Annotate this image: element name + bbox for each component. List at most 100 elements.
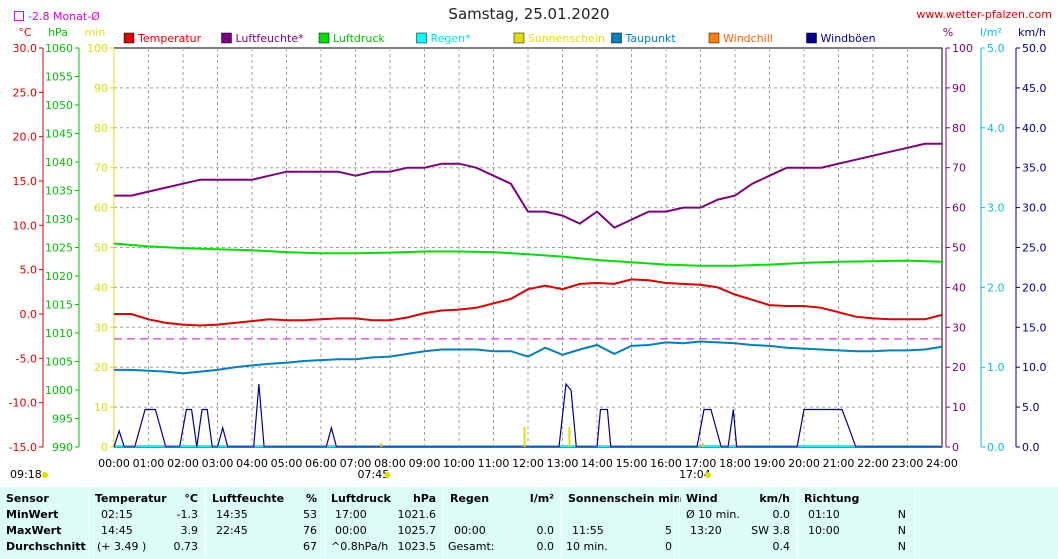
stats-dir-max-time: 10:00 (808, 524, 840, 537)
axis-unit-temp: °C (18, 26, 32, 39)
stats-unit-wind: km/h (759, 492, 790, 505)
legend-label: Windchill (723, 32, 773, 45)
stats-wind-min-value: 0.0 (772, 508, 791, 521)
x-tick-label: 14:00 (581, 457, 613, 470)
stats-hum-min-value: 53 (303, 508, 317, 521)
tick-label-min: 20 (94, 361, 108, 374)
stats-rain-total-value: 0.0 (536, 540, 555, 553)
stats-unit-pressure: hPa (412, 492, 436, 505)
x-tick-label: 01:00 (133, 457, 165, 470)
sun-icon (384, 472, 391, 478)
tick-label-temp: -5.0 (16, 352, 37, 365)
stats-minwert-label: MinWert (6, 508, 59, 521)
stats-press-trend: ^0.8hPa/h (331, 540, 389, 553)
tick-label-temp: 5.0 (20, 264, 38, 277)
tick-label-hpa: 1015 (45, 299, 73, 312)
tick-label-kmh: 0.0 (1022, 441, 1040, 454)
tick-label-kmh: 20.0 (1022, 281, 1047, 294)
stats-hum-max-value: 76 (303, 524, 317, 537)
stats-col-empty (915, 487, 1058, 559)
x-tick-label: 04:00 (236, 457, 268, 470)
x-tick-label: 07:00 (340, 457, 372, 470)
stats-col-sensor: Sensor MinWert MaxWert Durchschnitt (0, 487, 86, 559)
tick-label-temp: 0.0 (20, 308, 38, 321)
tick-label-min: 40 (94, 281, 108, 294)
tick-label-pct: 80 (952, 122, 966, 135)
stats-header-temp: Temperatur (95, 492, 167, 505)
stats-temp-min-time: 02:15 (101, 508, 133, 521)
series-windböen (113, 382, 942, 448)
stats-wind-max-time: 13:20 (690, 524, 722, 537)
tick-label-hpa: 1025 (45, 242, 73, 255)
monthly-average-label: -2.8 Monat-Ø (28, 10, 100, 23)
tick-label-pct: 20 (952, 361, 966, 374)
tick-label-pct: 0 (952, 441, 959, 454)
legend-swatch (708, 32, 720, 44)
stats-unit-rain: l/m² (529, 492, 554, 505)
x-tick-label: 06:00 (305, 457, 337, 470)
legend-swatch (123, 32, 135, 44)
legend-label: Luftdruck (333, 32, 385, 45)
axis-unit-hpa: hPa (48, 26, 68, 39)
tick-label-min: 50 (94, 242, 108, 255)
monthly-average-legend: -2.8 Monat-Ø (14, 10, 100, 23)
stats-durchschnitt-label: Durchschnitt (6, 540, 86, 553)
axis-unit-lm2: l/m² (980, 26, 1002, 39)
legend-label: Sonnenschein (528, 32, 605, 45)
x-tick-label: 18:00 (719, 457, 751, 470)
tick-label-hpa: 1040 (45, 156, 73, 169)
series-temperatur (114, 278, 943, 327)
stats-col-direction: Richtung 01:10 N 10:00 N N (797, 487, 914, 559)
tick-label-lm2: 0.0 (987, 441, 1005, 454)
tick-label-hpa: 1020 (45, 270, 73, 283)
stats-rain-max-time: 00:00 (454, 524, 486, 537)
sun-icon (42, 472, 48, 478)
tick-label-lm2: 5.0 (987, 42, 1005, 55)
legend-label: Regen* (431, 32, 472, 45)
x-tick-label: 05:00 (271, 457, 303, 470)
stats-maxwert-label: MaxWert (6, 524, 62, 537)
stats-col-sunshine: Sonnenschein min 11:55 5 10 min. 0 (561, 487, 681, 559)
x-tick-label: 20:00 (788, 457, 820, 470)
x-tick-label: 11:00 (478, 457, 510, 470)
series-luftdruck (113, 242, 943, 267)
stats-dir-max-value: N (897, 524, 906, 537)
stats-sun-avg-note: 10 min. (566, 540, 608, 553)
stats-sun-max-time: 11:55 (572, 524, 604, 537)
x-tick-label: 12:00 (512, 457, 544, 470)
stats-rain-total-label: Gesamt: (448, 540, 495, 553)
stats-header-direction: Richtung (804, 492, 860, 505)
stats-wind-min-note: Ø 10 min. (686, 508, 740, 521)
tick-label-kmh: 35.0 (1022, 162, 1047, 175)
tick-label-temp: 30.0 (13, 42, 38, 55)
tick-label-kmh: 45.0 (1022, 82, 1047, 95)
tick-label-hpa: 1030 (45, 213, 73, 226)
x-tick-label: 09:00 (409, 457, 441, 470)
tick-label-kmh: 5.0 (1022, 401, 1040, 414)
chart-title: Samstag, 25.01.2020 (448, 5, 610, 23)
tick-label-pct: 30 (952, 321, 966, 334)
tick-label-pct: 50 (952, 242, 966, 255)
x-tick-label: 03:00 (202, 457, 234, 470)
site-link[interactable]: www.wetter-pfalzen.com (916, 8, 1052, 21)
tick-label-min: 30 (94, 321, 108, 334)
stats-dir-min-value: N (897, 508, 906, 521)
tick-label-pct: 90 (952, 82, 966, 95)
stats-press-min-value: 1021.6 (397, 508, 437, 521)
stats-col-temp: Temperatur °C 02:15 -1.3 14:45 3.9 (+ 3.49 … (88, 487, 204, 559)
axis-unit-pct: % (943, 26, 953, 39)
x-tick-label: 15:00 (616, 457, 648, 470)
tick-label-hpa: 1000 (45, 384, 73, 397)
tick-label-min: 70 (94, 162, 108, 175)
legend-swatch (513, 32, 525, 44)
x-tick-label: 13:00 (547, 457, 579, 470)
tick-label-kmh: 15.0 (1022, 321, 1047, 334)
stats-temp-avg-value: 0.73 (173, 540, 199, 553)
tick-label-min: 90 (94, 82, 108, 95)
tick-label-hpa: 1055 (45, 71, 73, 84)
tick-label-min: 10 (94, 401, 108, 414)
tick-label-hpa: 1005 (45, 356, 73, 369)
stats-hum-avg-value: 67 (303, 540, 317, 553)
axis-unit-min: min (85, 26, 106, 39)
tick-label-hpa: 1035 (45, 185, 73, 198)
